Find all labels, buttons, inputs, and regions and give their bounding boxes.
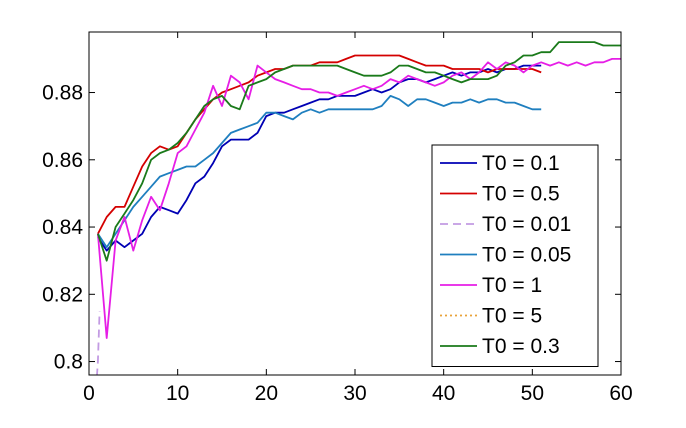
series-line-3 <box>96 311 101 375</box>
legend-label: T0 = 0.05 <box>482 244 571 267</box>
x-tick-label: 50 <box>521 382 544 405</box>
y-tick-label: 0.88 <box>42 82 83 105</box>
y-tick-label: 0.82 <box>42 283 83 306</box>
x-tick-label: 20 <box>255 382 278 405</box>
legend-label: T0 = 1 <box>482 274 542 297</box>
x-tick-label: 40 <box>432 382 455 405</box>
legend-label: T0 = 5 <box>482 305 542 328</box>
legend-box <box>431 144 599 367</box>
x-tick-label: 60 <box>609 382 632 405</box>
legend: T0 = 0.1 T0 = 0.5 T0 = 0.01 T0 = 0.05 T0 = 1… <box>431 144 599 367</box>
y-tick-label: 0.8 <box>54 351 83 374</box>
x-tick-label: 30 <box>343 382 366 405</box>
legend-label: T0 = 0.1 <box>482 152 560 175</box>
y-tick-label: 0.84 <box>42 216 83 239</box>
y-tick-label: 0.86 <box>42 149 83 172</box>
x-tick-label: 10 <box>166 382 189 405</box>
legend-label: T0 = 0.01 <box>482 213 571 236</box>
series-line-5 <box>97 58 621 339</box>
legend-label: T0 = 0.3 <box>482 335 560 358</box>
series-line-7 <box>97 41 621 262</box>
axis-ticks: 0 10 20 30 40 50 60 0.8 0.82 0.84 0.86 0.88 <box>42 32 633 405</box>
plot-lines <box>96 41 621 375</box>
series-line-1 <box>97 64 542 252</box>
x-tick-label: 0 <box>83 382 95 405</box>
legend-label: T0 = 0.5 <box>482 183 560 206</box>
